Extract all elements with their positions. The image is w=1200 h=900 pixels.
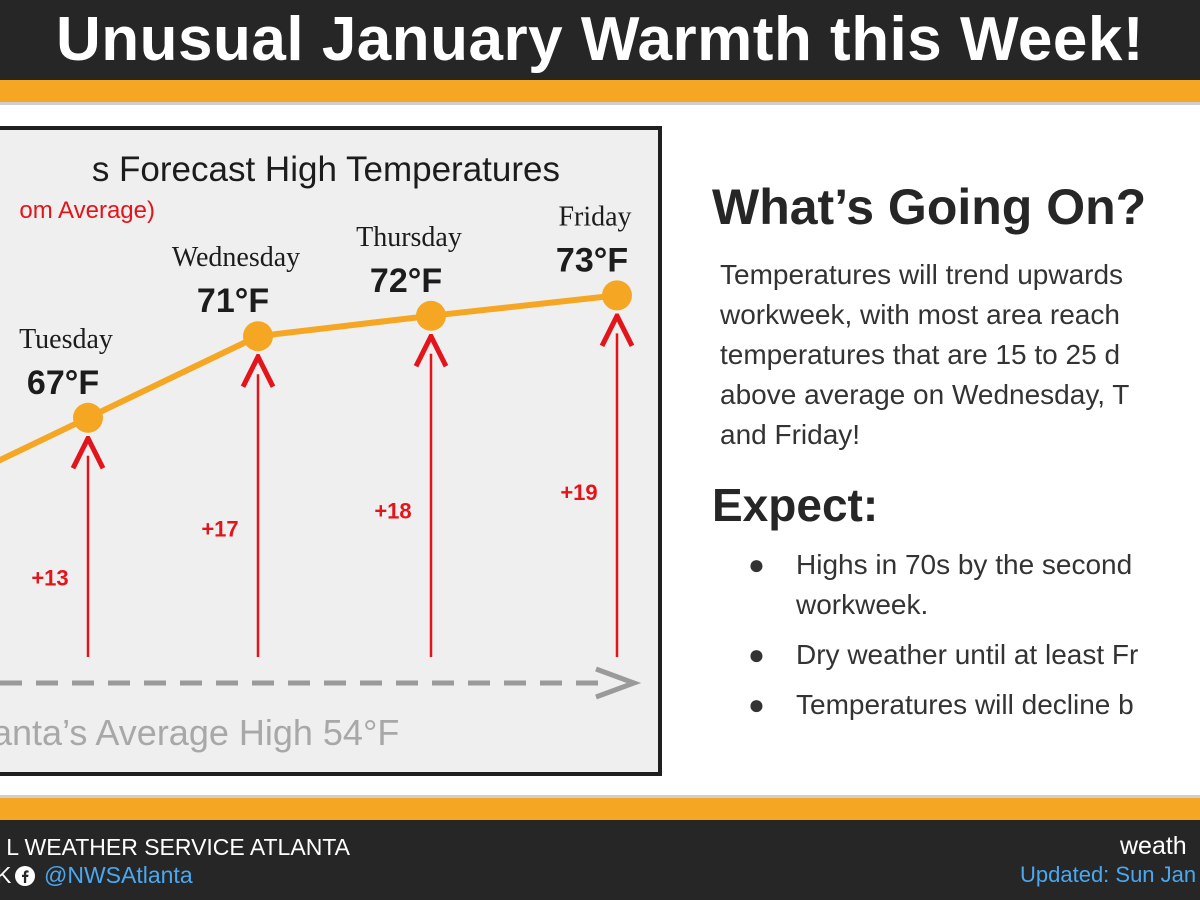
bullet-item: ● Dry weather until at least Fr — [748, 635, 1200, 675]
bullet-item: ● Temperatures will decline b — [748, 685, 1200, 725]
footer-social: K @NWSAtlanta — [0, 862, 200, 890]
day-label: Wednesday — [172, 242, 300, 273]
bullet-icon: ● — [748, 689, 765, 720]
header-bar: Unusual January Warmth this Week! — [0, 0, 1200, 80]
forecast-point — [416, 300, 446, 331]
info-body: Temperatures will trend upwards workweek… — [720, 255, 1200, 455]
footer-organization: L WEATHER SERVICE ATLANTA — [6, 834, 350, 860]
bullet-item: ● Highs in 70s by the second workweek. — [748, 545, 1200, 625]
departure-label: +17 — [201, 517, 238, 542]
day-label: Thursday — [356, 222, 462, 253]
departure-label: +13 — [31, 565, 68, 590]
info-body-line: temperatures that are 15 to 25 d — [720, 339, 1121, 370]
bullet-icon: ● — [748, 549, 765, 580]
footer-social-fragment: K — [0, 862, 12, 888]
bullet-text: workweek. — [796, 589, 929, 620]
chart-subtitle: om Average) — [19, 197, 155, 224]
footer-website-link[interactable]: weath — [1120, 832, 1200, 862]
forecast-point — [243, 321, 273, 352]
orange-accent-bar-top — [0, 80, 1200, 102]
divider-bottom — [0, 795, 1200, 798]
info-body-line: workweek, with most area reach — [720, 299, 1120, 330]
page-title: Unusual January Warmth this Week! — [56, 5, 1144, 74]
average-high-label: anta’s Average High 54°F — [0, 712, 399, 753]
info-body-line: and Friday! — [720, 419, 861, 450]
bullet-icon: ● — [748, 639, 765, 670]
temperature-label: 73°F — [556, 241, 628, 279]
day-label: Friday — [558, 201, 631, 232]
temperature-label: 72°F — [370, 262, 442, 300]
chart-title: s Forecast High Temperatures — [91, 150, 560, 189]
divider-top — [0, 102, 1200, 105]
footer-updated-text: Updated: Sun Jan — [1020, 862, 1197, 887]
orange-accent-bar-bottom — [0, 798, 1200, 820]
temperature-label: 71°F — [197, 282, 269, 320]
temperature-label: 67°F — [27, 364, 99, 402]
facebook-icon[interactable] — [14, 865, 36, 887]
day-label: Tuesday — [19, 324, 113, 355]
info-body-line: above average on Wednesday, T — [720, 379, 1130, 410]
social-handle-link[interactable]: @NWSAtlanta — [44, 862, 193, 888]
info-body-line: Temperatures will trend upwards — [720, 259, 1124, 290]
forecast-point — [73, 402, 103, 433]
departure-label: +19 — [560, 480, 597, 505]
footer-bar — [0, 820, 1200, 900]
chart-panel — [0, 126, 662, 776]
expect-heading: Expect: — [712, 479, 879, 531]
bullet-text: Temperatures will decline b — [796, 689, 1134, 720]
bullet-text: Dry weather until at least Fr — [796, 639, 1139, 670]
forecast-chart: anta’s Average High 54°F +13 67°F Tuesday +… — [0, 201, 642, 753]
departure-label: +18 — [374, 498, 411, 523]
bullet-text: Highs in 70s by the second — [796, 549, 1133, 580]
forecast-point — [602, 280, 632, 311]
footer-website-text: weath — [1120, 832, 1187, 860]
footer-updated: Updated: Sun Jan — [1020, 862, 1200, 890]
average-arrow-icon — [595, 666, 642, 700]
info-heading: What’s Going On? — [712, 179, 1147, 235]
expect-bullet-list: ● Highs in 70s by the second workweek. ●… — [748, 545, 1200, 735]
